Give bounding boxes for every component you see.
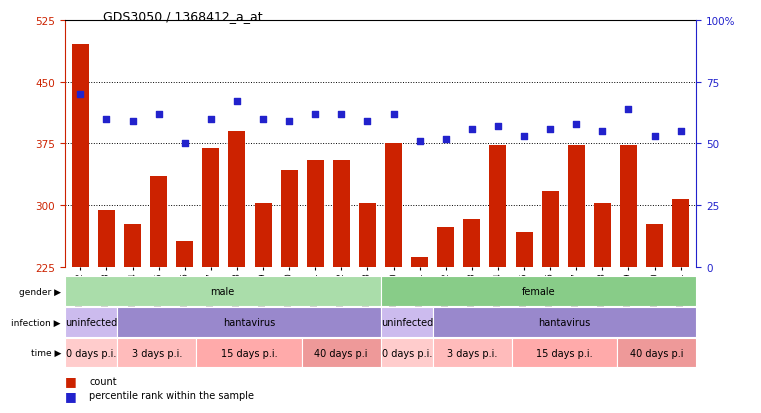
Text: count: count xyxy=(89,375,116,386)
Bar xyxy=(463,219,480,268)
Point xyxy=(75,91,87,98)
Bar xyxy=(568,146,584,268)
Bar xyxy=(620,146,637,268)
Text: ■: ■ xyxy=(65,389,76,402)
Point xyxy=(622,106,635,113)
Bar xyxy=(380,307,433,337)
Point xyxy=(413,138,425,145)
Bar xyxy=(150,177,167,268)
Bar xyxy=(380,338,433,368)
Point xyxy=(570,121,582,128)
Text: uninfected: uninfected xyxy=(380,317,433,327)
Bar xyxy=(359,204,376,268)
Bar xyxy=(542,191,559,268)
Bar xyxy=(177,241,193,268)
Point xyxy=(597,128,609,135)
Text: hantavirus: hantavirus xyxy=(223,317,275,327)
Point xyxy=(336,111,348,118)
Point xyxy=(100,116,113,123)
Text: 40 days p.i: 40 days p.i xyxy=(630,348,683,358)
Point xyxy=(674,128,686,135)
Bar xyxy=(433,307,696,337)
Text: male: male xyxy=(211,287,234,297)
Bar xyxy=(117,338,196,368)
Bar xyxy=(255,204,272,268)
Point xyxy=(387,111,400,118)
Bar xyxy=(65,338,117,368)
Text: 3 days p.i.: 3 days p.i. xyxy=(447,348,498,358)
Bar xyxy=(65,277,380,306)
Point xyxy=(231,99,243,105)
Bar xyxy=(411,258,428,268)
Point xyxy=(283,119,295,125)
Text: 15 days p.i.: 15 days p.i. xyxy=(221,348,277,358)
Text: gender ▶: gender ▶ xyxy=(19,287,61,296)
Bar xyxy=(202,148,219,268)
Bar xyxy=(512,338,617,368)
Point xyxy=(257,116,269,123)
Text: 3 days p.i.: 3 days p.i. xyxy=(132,348,182,358)
Bar xyxy=(672,199,689,268)
Text: 40 days p.i: 40 days p.i xyxy=(314,348,368,358)
Text: female: female xyxy=(521,287,556,297)
Bar xyxy=(117,307,380,337)
Text: 0 days p.i.: 0 days p.i. xyxy=(65,348,116,358)
Point xyxy=(440,136,452,142)
Bar xyxy=(301,338,380,368)
Bar xyxy=(594,204,611,268)
Bar xyxy=(281,171,298,268)
Text: infection ▶: infection ▶ xyxy=(11,318,61,327)
Point xyxy=(361,119,374,125)
Point xyxy=(179,141,191,147)
Bar xyxy=(333,161,350,268)
Bar xyxy=(617,338,696,368)
Bar xyxy=(380,277,696,306)
Text: uninfected: uninfected xyxy=(65,317,117,327)
Point xyxy=(205,116,217,123)
Text: ■: ■ xyxy=(65,374,76,387)
Bar xyxy=(433,338,512,368)
Text: time ▶: time ▶ xyxy=(30,348,61,357)
Bar xyxy=(307,161,323,268)
Bar xyxy=(646,224,663,268)
Point xyxy=(466,126,478,133)
Bar xyxy=(72,45,89,268)
Point xyxy=(518,133,530,140)
Bar xyxy=(196,338,301,368)
Text: hantavirus: hantavirus xyxy=(539,317,591,327)
Point xyxy=(492,123,504,130)
Text: GDS3050 / 1368412_a_at: GDS3050 / 1368412_a_at xyxy=(103,10,263,23)
Point xyxy=(309,111,321,118)
Bar xyxy=(489,146,506,268)
Bar xyxy=(385,144,402,268)
Bar xyxy=(438,227,454,268)
Point xyxy=(126,119,139,125)
Point xyxy=(544,126,556,133)
Bar xyxy=(65,307,117,337)
Bar xyxy=(515,232,533,268)
Bar xyxy=(124,224,141,268)
Bar xyxy=(98,210,115,268)
Text: 15 days p.i.: 15 days p.i. xyxy=(537,348,593,358)
Point xyxy=(648,133,661,140)
Text: 0 days p.i.: 0 days p.i. xyxy=(381,348,432,358)
Point xyxy=(152,111,164,118)
Text: percentile rank within the sample: percentile rank within the sample xyxy=(89,390,254,401)
Bar xyxy=(228,132,246,268)
